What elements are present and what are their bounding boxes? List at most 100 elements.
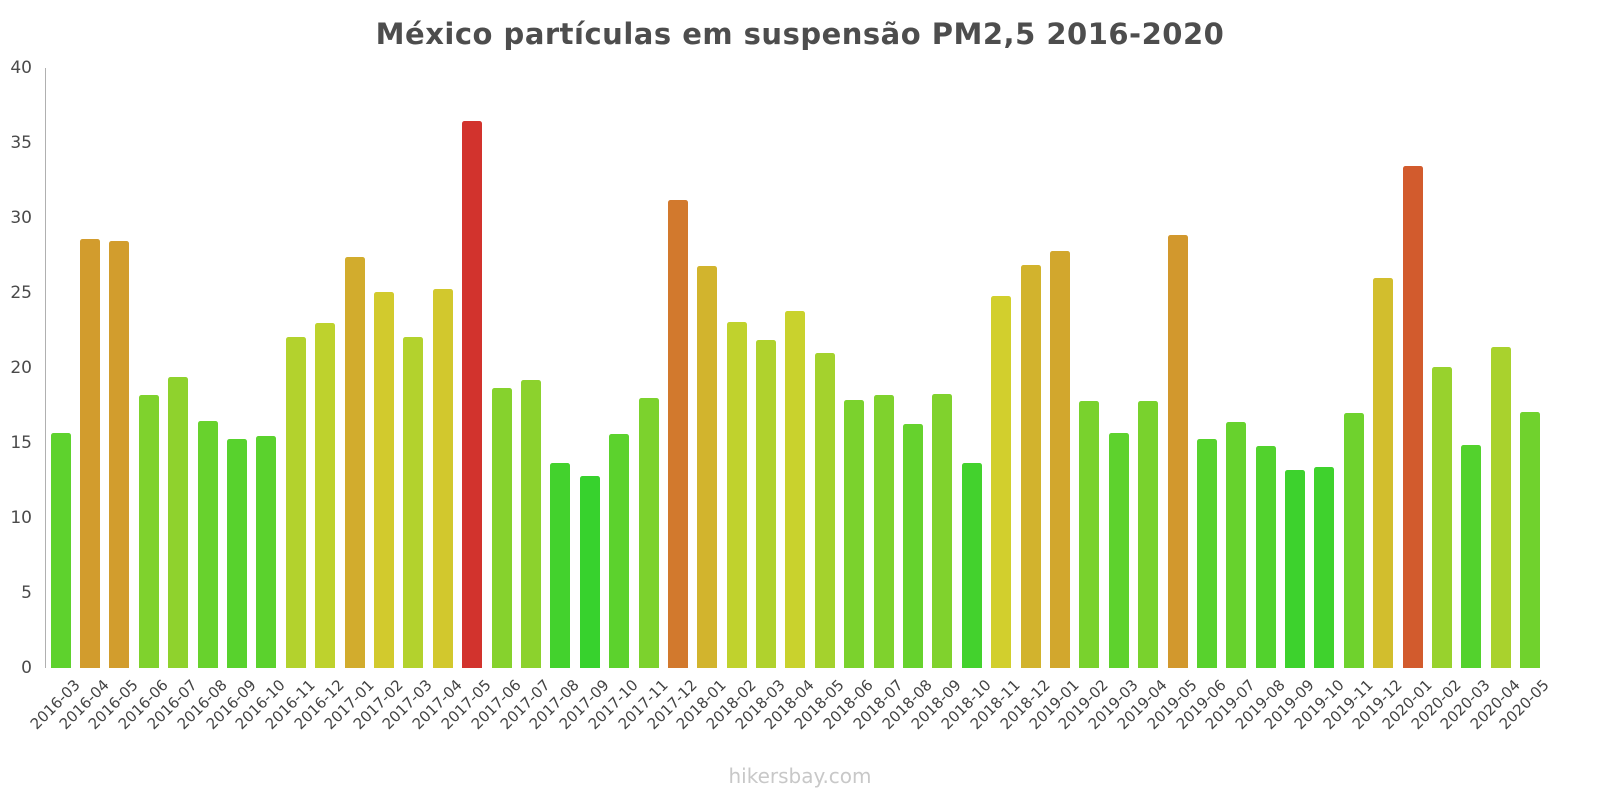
bar-column: 2017-08 xyxy=(526,68,583,733)
bar-2016-06 xyxy=(138,395,159,668)
bar-column: 2020-03 xyxy=(1437,68,1494,733)
y-axis: 0 5 10 15 20 25 30 35 40 xyxy=(0,58,38,678)
bar-column: 2017-12 xyxy=(644,68,701,733)
bar-2019-11 xyxy=(1343,413,1364,668)
bar-2018-03 xyxy=(756,339,777,668)
bar-2018-12 xyxy=(1020,264,1041,668)
bar-2016-08 xyxy=(197,420,218,668)
bar-column: 2017-01 xyxy=(320,68,377,733)
bar-column: 2016-06 xyxy=(115,68,172,733)
y-tick-label: 5 xyxy=(21,583,32,603)
bar-2018-04 xyxy=(785,311,806,668)
bar-2018-07 xyxy=(873,395,894,668)
bar-2019-08 xyxy=(1255,446,1276,668)
bar-column: 2018-11 xyxy=(967,68,1024,733)
bar-column: 2016-11 xyxy=(262,68,319,733)
bar-2019-12 xyxy=(1373,278,1394,668)
bar-column: 2017-02 xyxy=(350,68,407,733)
bars-container: 2016-03 2016-04 2016-05 2016-06 2016-07 2016-… xyxy=(26,68,1553,733)
bar-column: 2019-09 xyxy=(1261,68,1318,733)
bar-2019-10 xyxy=(1314,467,1335,668)
bar-2017-08 xyxy=(550,462,571,668)
y-tick-label: 35 xyxy=(10,133,32,153)
bar-2018-06 xyxy=(844,399,865,668)
y-tick-label: 40 xyxy=(10,58,32,78)
bar-column: 2016-08 xyxy=(173,68,230,733)
bar-column: 2016-07 xyxy=(144,68,201,733)
bar-column: 2018-01 xyxy=(673,68,730,733)
chart-plot-area: 2016-03 2016-04 2016-05 2016-06 2016-07 2016-… xyxy=(26,68,1553,733)
bar-column: 2018-09 xyxy=(908,68,965,733)
bar-2020-03 xyxy=(1461,444,1482,668)
bar-column: 2017-09 xyxy=(555,68,612,733)
bar-column: 2016-10 xyxy=(232,68,289,733)
bar-2019-04 xyxy=(1138,401,1159,668)
bar-2019-09 xyxy=(1285,470,1306,668)
y-tick-label: 0 xyxy=(21,658,32,678)
bar-column: 2017-04 xyxy=(408,68,466,733)
bar-column: 2016-03 xyxy=(26,68,83,733)
bar-2017-03 xyxy=(403,336,424,668)
bar-2017-09 xyxy=(579,476,600,668)
bar-2019-01 xyxy=(1049,251,1070,668)
bar-2016-05 xyxy=(109,240,130,668)
bar-2016-07 xyxy=(168,377,189,668)
bar-2019-05 xyxy=(1167,234,1188,668)
bar-column: 2019-07 xyxy=(1202,68,1259,733)
bar-column: 2018-12 xyxy=(996,68,1053,733)
bar-column: 2019-12 xyxy=(1349,68,1406,733)
bar-column: 2018-06 xyxy=(820,68,877,733)
bar-2020-05 xyxy=(1520,411,1541,668)
bar-2017-07 xyxy=(520,380,541,668)
bar-column: 2016-04 xyxy=(56,68,113,733)
bar-2016-04 xyxy=(80,239,101,668)
bar-column: 2020-02 xyxy=(1408,68,1465,733)
bar-column: 2019-10 xyxy=(1290,68,1347,733)
bar-column: 2018-07 xyxy=(849,68,906,733)
bar-2017-11 xyxy=(638,398,659,668)
bar-column: 2019-06 xyxy=(1173,68,1230,733)
bar-2017-02 xyxy=(373,291,394,668)
y-tick-label: 25 xyxy=(10,283,32,303)
bar-column: 2019-04 xyxy=(1114,68,1171,733)
bar-2019-06 xyxy=(1196,438,1217,668)
bar-column: 2018-03 xyxy=(732,68,789,733)
chart-title: México partículas em suspensão PM2,5 201… xyxy=(375,17,1225,51)
bar-column: 2017-07 xyxy=(497,68,554,733)
bar-column: 2019-03 xyxy=(1084,68,1141,733)
bar-2017-04 xyxy=(432,288,453,668)
bar-2018-08 xyxy=(903,423,924,668)
bar-column: 2017-03 xyxy=(379,68,436,733)
bar-column: 2019-02 xyxy=(1055,68,1112,733)
bar-2018-01 xyxy=(697,266,718,668)
bar-2016-09 xyxy=(227,438,248,668)
bar-2019-03 xyxy=(1108,432,1129,668)
bar-2018-10 xyxy=(961,462,982,668)
y-tick-label: 15 xyxy=(10,433,32,453)
bar-column: 2017-10 xyxy=(585,68,642,733)
bar-2018-11 xyxy=(991,296,1012,668)
bar-2016-11 xyxy=(285,336,306,668)
bar-2017-12 xyxy=(667,200,688,668)
watermark: hikersbay.com xyxy=(728,764,872,788)
bar-column: 2018-05 xyxy=(791,68,848,733)
y-tick-label: 10 xyxy=(10,508,32,528)
bar-column: 2018-08 xyxy=(879,68,936,733)
bar-column: 2016-09 xyxy=(203,68,260,733)
bar-2017-01 xyxy=(344,257,365,668)
bar-column: 2019-08 xyxy=(1231,68,1288,733)
bar-column: 2020-05 xyxy=(1496,68,1553,733)
bar-2017-06 xyxy=(491,387,512,668)
bar-2017-05 xyxy=(462,120,483,668)
bar-2020-04 xyxy=(1490,347,1511,668)
bar-2016-03 xyxy=(50,432,71,668)
bar-2019-07 xyxy=(1226,422,1247,668)
bar-column: 2020-01 xyxy=(1378,68,1435,733)
bar-column: 2017-05 xyxy=(438,68,495,733)
bar-column: 2019-05 xyxy=(1143,68,1200,733)
bar-column: 2019-01 xyxy=(1026,68,1083,733)
bar-column: 2018-02 xyxy=(702,68,759,733)
bar-2018-09 xyxy=(932,393,953,668)
bar-2017-10 xyxy=(609,434,630,668)
bar-column: 2018-04 xyxy=(761,68,818,733)
